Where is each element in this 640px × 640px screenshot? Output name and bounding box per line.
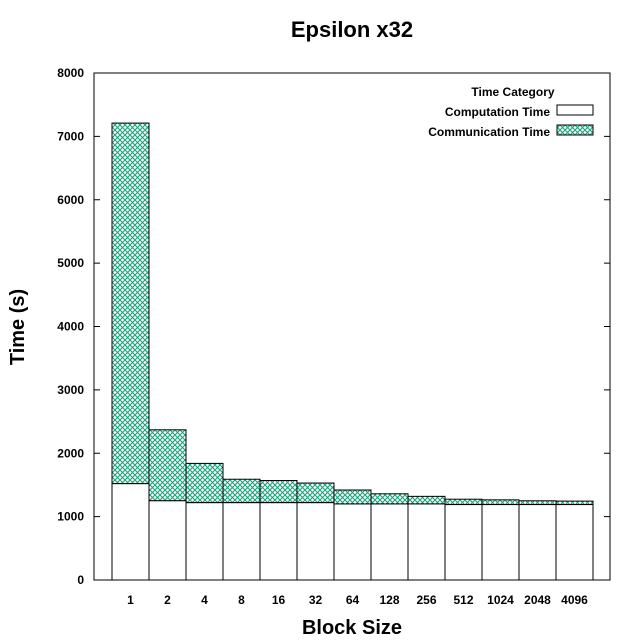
x-tick-label: 256 — [416, 593, 436, 607]
bar-communication-2 — [148, 429, 187, 502]
y-tick-label: 0 — [77, 573, 84, 587]
legend: Time Category Computation Time Communica… — [428, 85, 594, 139]
bar-communication-16 — [259, 480, 298, 504]
bar-computation-2 — [148, 500, 187, 581]
bar-communication-1 — [111, 122, 150, 485]
x-tick-label: 8 — [238, 593, 245, 607]
bar-communication-4096 — [555, 500, 594, 506]
bars — [111, 122, 594, 581]
legend-title: Time Category — [471, 85, 554, 99]
y-tick-label: 6000 — [57, 193, 84, 207]
bar-computation-1024 — [481, 504, 520, 581]
bar-computation-1 — [111, 483, 150, 581]
y-tick-label: 3000 — [57, 383, 84, 397]
x-tick-label: 64 — [346, 593, 360, 607]
bar-computation-256 — [407, 503, 446, 581]
bar-communication-2048 — [518, 500, 557, 506]
x-tick-label: 32 — [309, 593, 323, 607]
bar-computation-32 — [296, 502, 335, 581]
bar-computation-8 — [222, 502, 261, 581]
y-tick-label: 2000 — [57, 446, 84, 460]
x-tick-label: 4096 — [561, 593, 588, 607]
x-tick-label: 1 — [127, 593, 134, 607]
x-tick-label: 128 — [379, 593, 399, 607]
legend-swatch-communication — [556, 124, 594, 136]
x-tick-label: 4 — [201, 593, 208, 607]
x-tick-label: 2048 — [524, 593, 551, 607]
bar-computation-64 — [333, 503, 372, 581]
bar-communication-512 — [444, 498, 483, 506]
bar-communication-64 — [333, 489, 372, 505]
bar-computation-512 — [444, 504, 483, 581]
bar-communication-8 — [222, 478, 261, 504]
y-tick-labels: 0 1000 2000 3000 4000 5000 6000 7000 8000 — [57, 66, 84, 587]
x-tick-label: 16 — [272, 593, 286, 607]
plot-frame — [93, 72, 611, 581]
x-axis-label: Block Size — [302, 617, 402, 639]
bar-communication-128 — [370, 493, 409, 505]
y-tick-label: 8000 — [57, 66, 84, 80]
legend-label-computation: Computation Time — [445, 105, 550, 119]
bar-computation-16 — [259, 502, 298, 581]
x-tick-label: 1024 — [487, 593, 514, 607]
x-tick-label: 2 — [164, 593, 171, 607]
bar-computation-2048 — [518, 504, 557, 581]
x-tick-labels: 1 2 4 8 16 32 64 128 256 512 1024 2048 4096 — [127, 593, 588, 607]
chart-title: Epsilon x32 — [291, 17, 413, 42]
x-tick-label: 512 — [453, 593, 473, 607]
y-axis-label: Time (s) — [7, 289, 29, 365]
y-tick-label: 1000 — [57, 510, 84, 524]
legend-label-communication: Communication Time — [428, 125, 550, 139]
bar-computation-4 — [185, 502, 224, 581]
bar-computation-128 — [370, 503, 409, 581]
bar-communication-32 — [296, 482, 335, 504]
y-tick-label: 7000 — [57, 129, 84, 143]
y-tick-label: 5000 — [57, 256, 84, 270]
bar-computation-4096 — [555, 504, 594, 581]
bar-communication-256 — [407, 495, 446, 505]
legend-swatch-computation — [556, 104, 594, 116]
bar-communication-4 — [185, 462, 224, 504]
y-tick-label: 4000 — [57, 320, 84, 334]
bar-communication-1024 — [481, 499, 520, 506]
